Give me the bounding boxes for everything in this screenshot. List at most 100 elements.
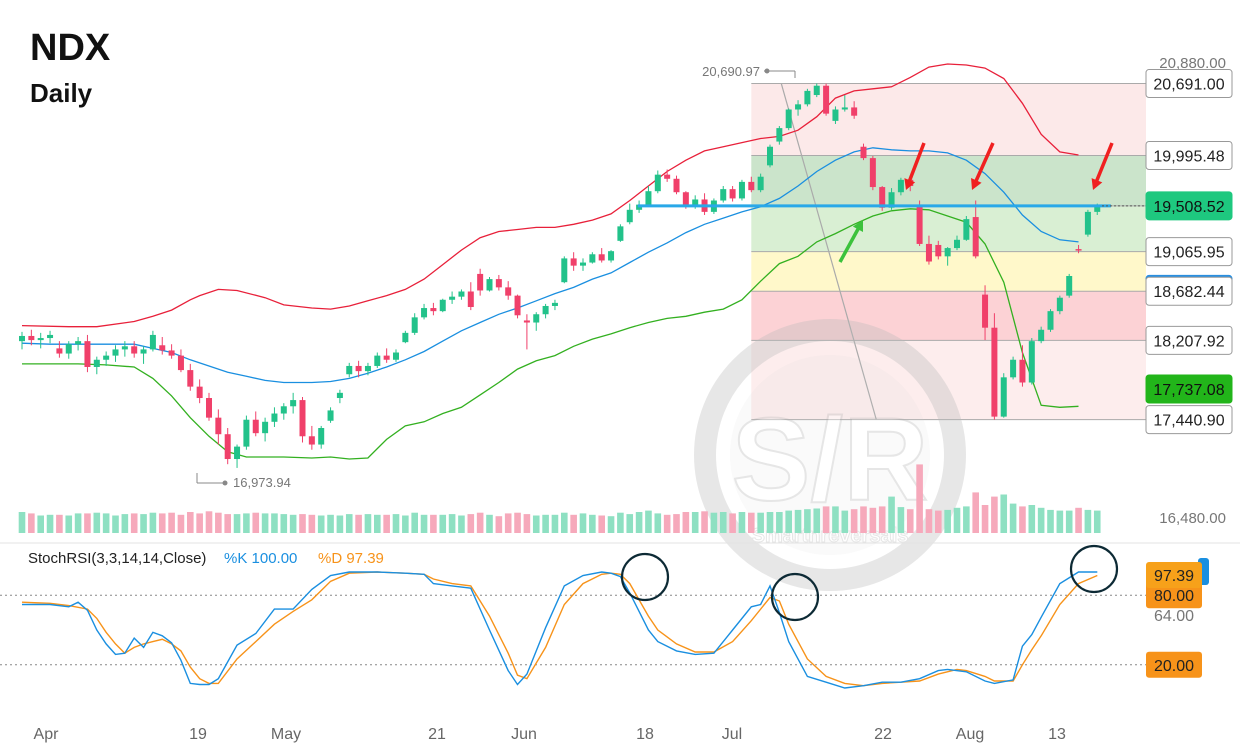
volume-bar [37,515,44,533]
candle-body [542,305,549,315]
x-tick-label: May [271,726,301,743]
volume-bar [822,506,830,533]
candle-body [757,176,764,191]
volume-bar [1019,506,1026,533]
candle-body [963,219,970,240]
volume-bar [374,514,381,533]
candle-body [47,334,54,339]
x-tick-label: 19 [189,726,207,743]
fib-tag-3: 19,065.95 [1153,245,1224,262]
volume-bar [345,514,353,533]
candle-body [851,107,858,116]
candle-body [439,299,446,312]
stochrsi-pane: 80.00 97.39 64.00 20.00 [0,544,1209,689]
high-label: 20,690.97 [702,64,760,79]
volume-bar [476,512,484,533]
candle-body [897,179,904,193]
lower-band-tag-box [1145,374,1233,404]
candle-body [486,279,493,291]
candles [19,83,1101,468]
candle-body [1047,311,1054,330]
volume-bar [308,514,316,533]
volume-bar [841,510,849,533]
fib-trend-line [780,83,877,420]
volume-bar [925,509,933,533]
candle-body [570,258,577,266]
candle-body [149,334,156,350]
x-tick-label: Jun [511,726,537,743]
candle-body [37,338,44,341]
candle-body [299,400,306,437]
volume-bar [102,513,110,533]
volume-bar [551,514,559,533]
volume-bar [1047,509,1054,533]
candle-body [1084,211,1091,235]
candle-body [804,90,811,105]
volume-bar [74,513,82,533]
candle-body [140,349,147,354]
candle-body [982,294,989,328]
stoch-tag-20: 20.00 [1154,658,1194,675]
red-arrow-head [904,178,916,190]
volume-bar [654,513,662,533]
candle-body [580,262,586,266]
volume-bar [617,512,624,533]
candle-body [823,85,830,114]
volume-bar [383,514,390,533]
fib-tag-6-box [1145,405,1233,435]
x-tick-label: Apr [34,726,60,743]
axis-label-top: 20,880.00 [1159,55,1226,72]
candle-body [131,346,138,354]
volume-bar [1056,510,1064,533]
high-marker: 20,690.97 [702,64,796,79]
low-label: 16,973.94 [233,475,291,490]
candle-body [187,370,194,387]
candle-body [925,243,932,262]
red-arrow [906,142,926,186]
candle-body [280,406,287,414]
fib-zone [751,251,1146,292]
volume-bar [402,515,409,533]
volume-bar [1037,507,1045,533]
volume-bar [336,515,344,533]
candle-body [308,436,315,445]
volume-bar [130,513,138,533]
highlight-circle [620,552,670,602]
candle-body [364,365,371,372]
fib-tag-3-box [1145,237,1233,267]
volume-bar [850,509,858,533]
fib-tag-2: 19,508.52 [1153,199,1224,216]
candle-body [888,192,895,208]
stoch-tag-80: 80.00 [1154,588,1194,605]
volume-bar [878,506,886,533]
candle-body [75,341,82,345]
volume-bar [663,514,671,533]
candle-body [748,181,755,191]
red-arrow-head [1091,178,1103,190]
candle-body [1038,329,1045,342]
candle-body [421,308,428,318]
candle-body [336,392,343,399]
candle-body [795,104,802,110]
candle-body [841,107,848,110]
volume-bar [233,514,241,533]
stoch-tag-80-box [1146,582,1202,609]
volume-bar [458,515,465,533]
stoch-tag-20-box [1146,651,1202,678]
stoch-d-line [21,571,1098,687]
volume-bar [897,507,905,533]
red-arrow-head [971,178,982,190]
volume-bar [224,514,231,533]
candle-body [598,254,605,261]
volume-bar [121,514,129,533]
candle-body [533,314,540,323]
candle-body [551,302,558,306]
x-tick-label: 22 [874,726,892,743]
candle-body [860,146,867,159]
volume-bar [280,514,288,533]
x-tick-label: Aug [956,726,984,743]
candle-body [1075,249,1082,251]
candle-body [65,344,72,354]
candle-body [767,146,773,166]
